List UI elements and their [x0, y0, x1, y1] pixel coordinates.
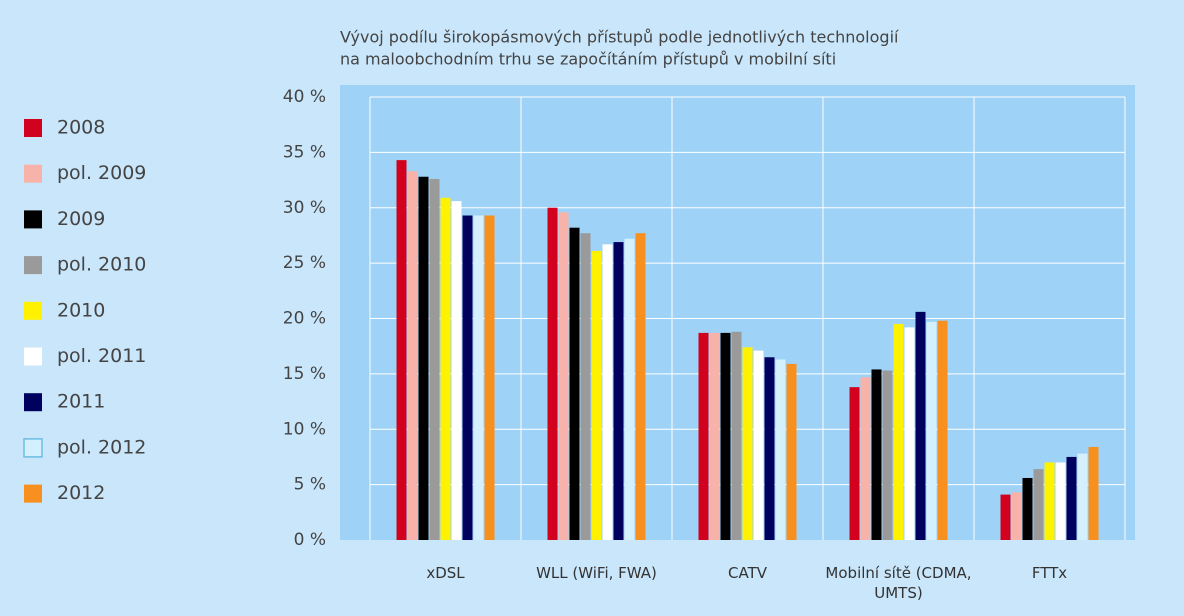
- y-tick-label: 10 %: [283, 419, 326, 439]
- bar: [440, 197, 451, 540]
- bar: [860, 377, 871, 540]
- bar: [613, 242, 624, 540]
- bar: [635, 233, 646, 540]
- x-tick-label: xDSL: [426, 564, 465, 582]
- chart-title: na maloobchodním trhu se započítáním pří…: [340, 50, 836, 69]
- legend-label: 2011: [57, 391, 105, 413]
- bar: [547, 207, 558, 540]
- legend-label: pol. 2011: [57, 345, 146, 367]
- x-tick-label: WLL (WiFi, FWA): [536, 564, 657, 582]
- bar: [602, 244, 613, 541]
- bar: [720, 332, 731, 540]
- bar: [1044, 462, 1055, 540]
- y-tick-label: 5 %: [294, 475, 326, 495]
- y-tick-label: 20 %: [283, 309, 326, 329]
- bar: [1077, 453, 1088, 540]
- bar: [904, 327, 915, 540]
- legend-label: pol. 2012: [57, 436, 146, 458]
- bar: [1000, 494, 1011, 540]
- legend-label: 2012: [57, 482, 105, 504]
- bar: [624, 238, 635, 540]
- bar: [451, 201, 462, 541]
- bar: [418, 176, 429, 541]
- bar: [462, 215, 473, 540]
- legend-label: pol. 2009: [57, 162, 146, 184]
- bar: [764, 357, 775, 540]
- legend-swatch: [24, 393, 42, 412]
- bar: [871, 369, 882, 540]
- legend-swatch: [24, 301, 42, 320]
- bar: [1066, 456, 1077, 540]
- bar: [731, 331, 742, 540]
- legend-swatch: [24, 484, 42, 503]
- bar: [775, 359, 786, 540]
- y-tick-label: 0 %: [294, 530, 326, 550]
- y-tick-label: 25 %: [283, 253, 326, 273]
- legend-label: 2008: [57, 117, 105, 139]
- x-tick-label: FTTx: [1031, 564, 1068, 582]
- bar: [786, 363, 797, 540]
- bar: [742, 347, 753, 540]
- bar: [753, 350, 764, 540]
- x-tick-label: CATV: [728, 564, 767, 582]
- legend-swatch: [24, 347, 42, 366]
- bar: [396, 160, 407, 540]
- legend-swatch: [24, 119, 42, 137]
- bar: [1055, 462, 1066, 540]
- bar: [429, 178, 440, 540]
- bar: [473, 215, 484, 540]
- bar: [1022, 477, 1033, 540]
- bar: [569, 227, 580, 540]
- bar: [926, 321, 937, 540]
- legend-label: 2009: [57, 208, 105, 230]
- bar: [882, 370, 893, 540]
- bar: [1011, 492, 1022, 540]
- bar: [709, 332, 720, 540]
- bar: [591, 250, 602, 540]
- bar: [1033, 469, 1044, 540]
- bar: [915, 311, 926, 540]
- legend-swatch: [23, 438, 43, 458]
- bar: [698, 332, 709, 540]
- bar: [849, 387, 860, 540]
- bar: [893, 324, 904, 540]
- legend-swatch: [24, 256, 42, 275]
- legend-swatch: [24, 164, 42, 183]
- bar: [407, 171, 418, 540]
- chart-title: Vývoj podílu širokopásmových přístupů po…: [340, 28, 899, 47]
- x-tick-label: Mobilní sítě (CDMA, UMTS): [825, 564, 972, 602]
- y-tick-label: 35 %: [283, 142, 326, 162]
- legend-label: pol. 2010: [57, 254, 146, 276]
- legend-label: 2010: [57, 299, 105, 321]
- bar: [937, 320, 948, 540]
- bar: [558, 212, 569, 540]
- y-tick-label: 30 %: [283, 198, 326, 218]
- bar: [580, 233, 591, 540]
- legend-swatch: [24, 210, 42, 229]
- y-tick-label: 40 %: [283, 87, 326, 107]
- bar: [1088, 446, 1099, 540]
- y-tick-label: 15 %: [283, 364, 326, 384]
- bar: [484, 215, 495, 540]
